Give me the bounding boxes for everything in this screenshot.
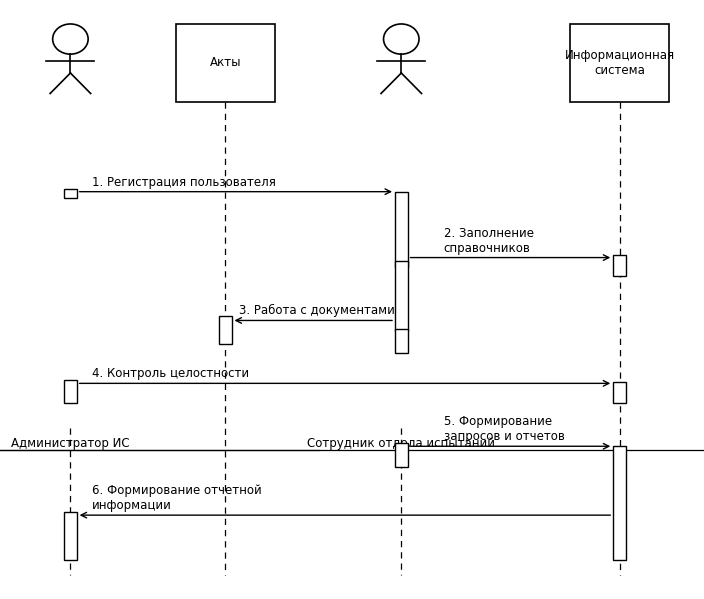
Bar xyxy=(570,24,669,102)
Bar xyxy=(64,189,77,198)
Bar xyxy=(219,316,232,344)
Bar xyxy=(395,443,408,467)
Bar xyxy=(613,255,626,276)
Text: Информационная
система: Информационная система xyxy=(565,49,674,77)
Text: 1. Регистрация пользователя: 1. Регистрация пользователя xyxy=(92,176,275,189)
Bar xyxy=(64,380,77,403)
Text: 4. Контроль целостности: 4. Контроль целостности xyxy=(92,367,249,380)
Bar xyxy=(613,382,626,403)
Text: Акты: Акты xyxy=(210,56,241,69)
Bar xyxy=(176,24,275,102)
Bar xyxy=(64,512,77,560)
Text: 2. Заполнение
справочников: 2. Заполнение справочников xyxy=(444,226,534,255)
Bar xyxy=(613,446,626,560)
Bar xyxy=(395,192,408,267)
Bar xyxy=(395,329,408,353)
Text: Сотрудник отдела испытаний: Сотрудник отдела испытаний xyxy=(307,437,496,450)
Text: Администратор ИС: Администратор ИС xyxy=(11,437,130,450)
Bar xyxy=(395,261,408,331)
Text: 6. Формирование отчетной
информации: 6. Формирование отчетной информации xyxy=(92,484,261,512)
Text: 3. Работа с документами: 3. Работа с документами xyxy=(239,304,395,317)
Text: 5. Формирование
запросов и отчетов: 5. Формирование запросов и отчетов xyxy=(444,415,565,443)
